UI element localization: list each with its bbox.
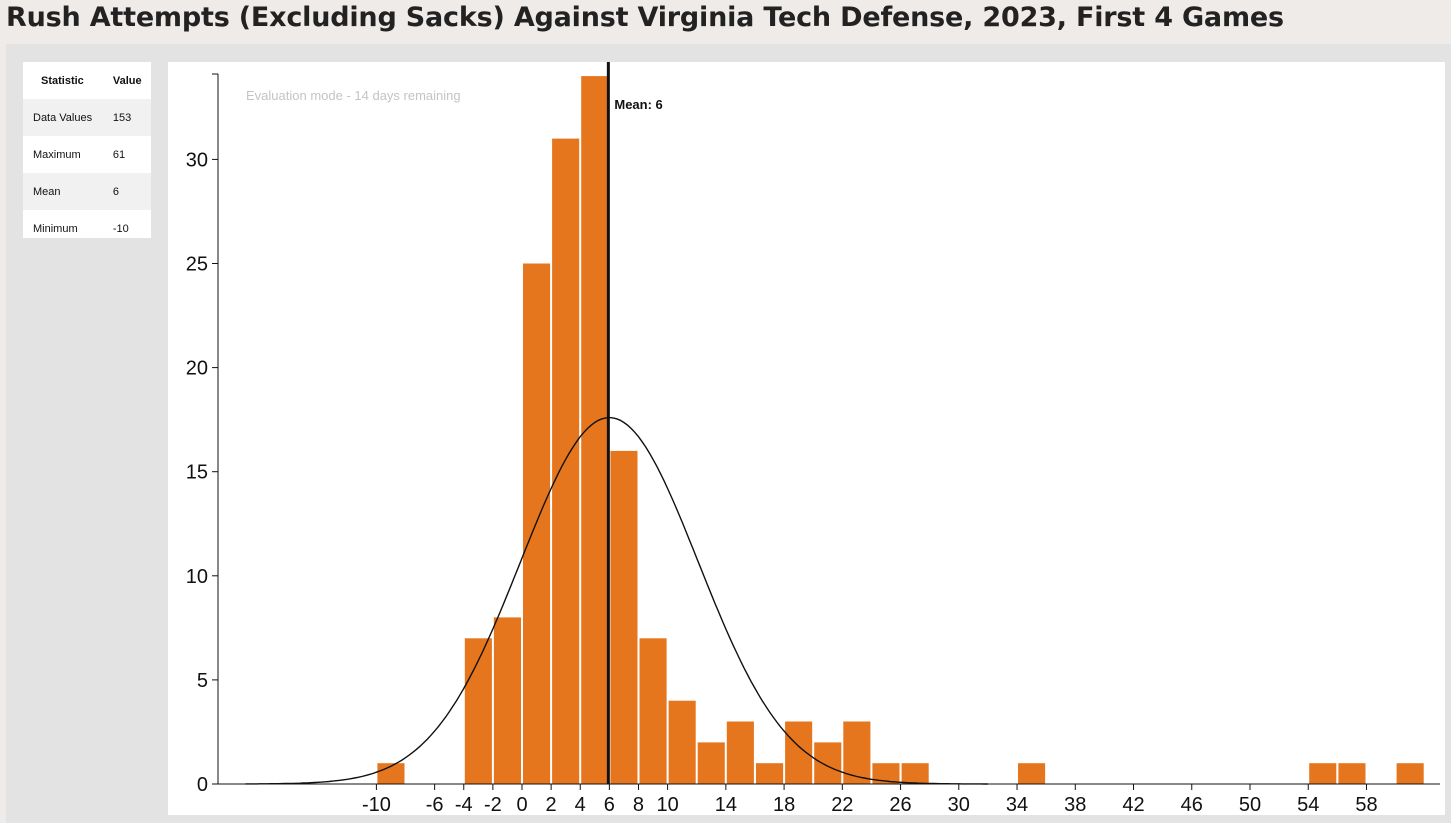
histogram-bar: [872, 763, 900, 784]
histogram-bar: [610, 450, 638, 784]
y-tick-label: 15: [186, 462, 208, 484]
y-tick-label: 10: [186, 566, 208, 588]
x-tick-label: 4: [575, 794, 586, 815]
x-tick-label: -4: [455, 794, 473, 815]
x-tick-label: 14: [715, 794, 737, 815]
x-tick-label: 0: [516, 794, 527, 815]
x-tick-label: 6: [604, 794, 615, 815]
evaluation-watermark: Evaluation mode - 14 days remaining: [246, 88, 461, 103]
x-tick-label: 2: [546, 794, 557, 815]
stats-header-row: Statistic Value: [23, 62, 151, 99]
y-tick-label: 5: [197, 670, 208, 692]
x-tick-label: 34: [1006, 794, 1028, 815]
x-tick-label: 54: [1297, 794, 1319, 815]
y-tick-label: 0: [197, 774, 208, 796]
histogram-bar: [785, 721, 813, 784]
stats-row-data-values: Data Values 153: [23, 99, 151, 136]
x-tick-label: 38: [1064, 794, 1086, 815]
normal-distribution-curve: [245, 416, 988, 785]
y-tick-label: 25: [186, 254, 208, 276]
histogram-chart: Evaluation mode - 14 days remaining 0 5 10…: [186, 62, 1440, 815]
x-tick-label: -2: [484, 794, 502, 815]
stats-value: 6: [112, 173, 151, 210]
histogram-bar: [814, 742, 842, 784]
y-tick-label: 30: [186, 149, 208, 171]
stats-row-mean: Mean 6: [23, 173, 151, 210]
stats-value: 61: [112, 148, 126, 161]
chart-area: Evaluation mode - 14 days remaining 0 5 10…: [168, 62, 1445, 815]
x-tick-label: 46: [1181, 794, 1203, 815]
histogram-bar: [377, 763, 405, 784]
x-tick-label: 30: [948, 794, 970, 815]
histogram-bar: [1338, 763, 1366, 784]
histogram-bar: [697, 742, 725, 784]
x-tick-label: 18: [773, 794, 795, 815]
statistics-table: Statistic Value Data Values 153 Maximum …: [23, 62, 151, 238]
stats-header-value: Value: [112, 74, 142, 87]
histogram-bar: [552, 138, 580, 785]
histogram-bar: [756, 763, 784, 784]
x-tick-label: 10: [656, 794, 678, 815]
x-tick-label: 58: [1355, 794, 1377, 815]
chart-title: Rush Attempts (Excluding Sacks) Against …: [6, 2, 1284, 33]
histogram-bar: [639, 638, 667, 784]
stats-row-minimum: Minimum -10: [23, 210, 151, 247]
stats-value: 153: [112, 99, 151, 136]
y-tick-label: 20: [186, 358, 208, 380]
stats-header-statistic: Statistic: [41, 74, 84, 87]
histogram-bar: [1396, 763, 1424, 784]
histogram-bar: [1309, 763, 1337, 784]
stats-label: Minimum: [33, 222, 78, 235]
x-tick-label: 42: [1122, 794, 1144, 815]
histogram-bar: [493, 617, 521, 784]
x-tick-label: 26: [889, 794, 911, 815]
stats-label: Data Values: [23, 99, 113, 136]
x-tick-label: 22: [831, 794, 853, 815]
stats-label: Maximum: [33, 148, 81, 161]
histogram-bar: [901, 763, 929, 784]
x-tick-label: 8: [633, 794, 644, 815]
mean-label: Mean: 6: [614, 97, 662, 112]
x-tick-label: -6: [426, 794, 444, 815]
histogram-bar: [726, 721, 754, 784]
histogram-bar: [1018, 763, 1046, 784]
x-tick-label: 50: [1239, 794, 1261, 815]
x-tick-label: -10: [362, 794, 391, 815]
stats-label: Mean: [23, 173, 113, 210]
stats-row-maximum: Maximum 61: [23, 136, 151, 173]
histogram-bar: [668, 700, 696, 784]
stats-value: -10: [112, 222, 129, 235]
histogram-bar: [464, 638, 492, 784]
